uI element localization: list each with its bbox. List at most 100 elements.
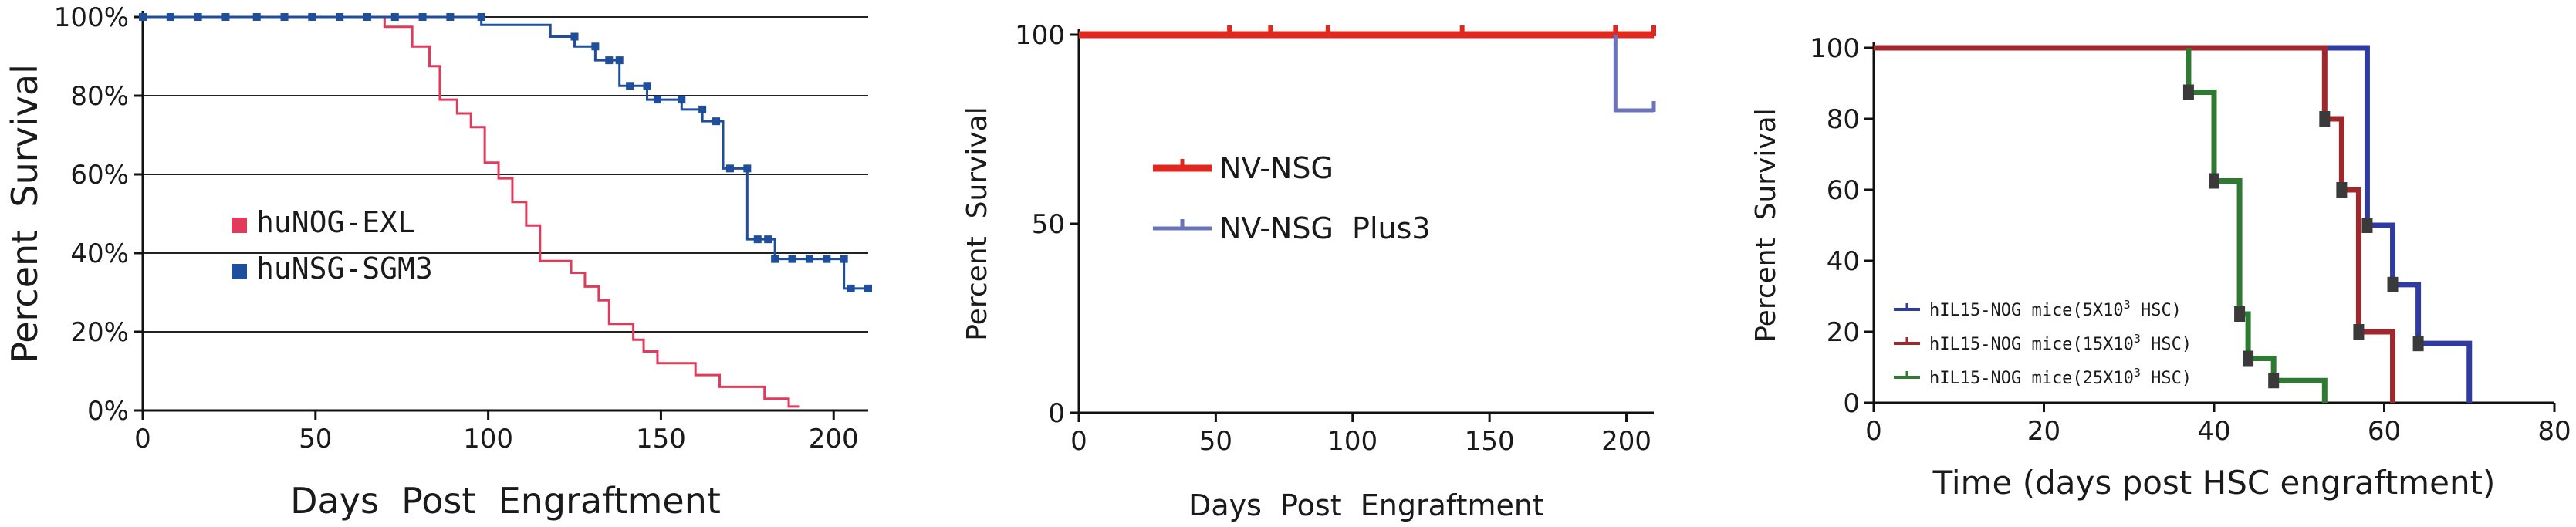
series-marker-2 <box>753 235 762 244</box>
series-marker-2 <box>166 13 174 21</box>
series-marker-2 <box>446 13 455 21</box>
step-marker-1 <box>2412 336 2424 352</box>
series-marker-2 <box>626 82 634 90</box>
y-tick-label: 40 <box>1827 246 1860 277</box>
x-tick-label: 0 <box>1865 416 1882 447</box>
series-marker-2 <box>477 13 485 21</box>
legend-label-main: hIL15-NOG mice(15X10 <box>1929 335 2134 354</box>
legend-label: NV-NSG Plus3 <box>1219 211 1431 245</box>
series-marker-2 <box>771 255 779 263</box>
series-marker-2 <box>252 13 261 21</box>
legend-swatch <box>232 218 247 233</box>
legend-label-superscript: 3 <box>2124 298 2131 312</box>
y-axis-label: Percent Survival <box>962 106 993 341</box>
x-axis-label: Time (days post HSC engraftment) <box>1932 464 2496 502</box>
series-marker-2 <box>280 13 289 21</box>
y-tick-label: 100% <box>54 2 129 33</box>
y-tick-label: 50 <box>1032 209 1065 240</box>
y-tick-label: 0% <box>87 396 129 427</box>
y-tick-label: 40% <box>70 238 129 269</box>
step-marker-3 <box>2268 373 2280 389</box>
legend-label-suffix: HSC) <box>2131 301 2182 320</box>
y-axis-label: Percent Survival <box>4 64 46 363</box>
legend-label: hIL15-NOG mice(15X103 HSC) <box>1929 332 2192 354</box>
series-marker-2 <box>678 96 686 104</box>
step-marker-1 <box>2361 218 2373 233</box>
x-tick-label: 20 <box>2027 416 2060 447</box>
x-tick-label: 60 <box>2368 416 2401 447</box>
y-tick-label: 0 <box>1048 398 1065 429</box>
x-tick-label: 80 <box>2537 416 2571 447</box>
x-tick-label: 100 <box>463 424 513 454</box>
series-marker-2 <box>805 255 813 263</box>
series-marker-2 <box>847 284 855 292</box>
y-axis-label: Percent Survival <box>1750 108 1782 343</box>
legend-label-main: hIL15-NOG mice(5X10 <box>1929 301 2124 320</box>
series-marker-2 <box>336 13 344 21</box>
series-marker-2 <box>864 284 872 292</box>
x-tick-label: 0 <box>134 424 151 454</box>
legend-label: huNSG-SGM3 <box>256 252 433 285</box>
x-axis-label: Days Post Engraftment <box>290 480 721 522</box>
series-marker-2 <box>605 56 614 65</box>
y-tick-label: 20% <box>70 317 129 348</box>
step-marker-1 <box>2387 276 2399 292</box>
x-axis-label: Days Post Engraftment <box>1188 488 1544 522</box>
series-marker-2 <box>591 42 600 51</box>
series-line-3 <box>2186 48 2328 403</box>
x-tick-label: 200 <box>1601 426 1651 457</box>
series-marker-2 <box>823 255 831 263</box>
legend-label-suffix: HSC) <box>2141 369 2192 388</box>
series-line-1 <box>143 15 800 408</box>
step-marker-3 <box>2234 306 2246 322</box>
series-marker-2 <box>418 13 427 21</box>
y-tick-label: 100 <box>1015 20 1065 51</box>
x-tick-label: 0 <box>1070 426 1087 457</box>
series-marker-2 <box>643 82 651 90</box>
step-marker-2 <box>2319 111 2331 127</box>
legend-label: NV-NSG <box>1219 151 1334 185</box>
step-marker-3 <box>2209 173 2219 189</box>
series-marker-2 <box>653 96 661 104</box>
legend-label: hIL15-NOG mice(5X103 HSC) <box>1929 298 2182 320</box>
y-tick-label: 20 <box>1827 317 1860 348</box>
series-marker-2 <box>221 13 230 21</box>
legend-label-superscript: 3 <box>2134 332 2141 346</box>
series-marker-2 <box>743 164 752 173</box>
step-marker-3 <box>2243 350 2254 367</box>
x-tick-label: 100 <box>1327 426 1378 457</box>
series-marker-2 <box>698 105 707 113</box>
series-marker-2 <box>725 164 734 173</box>
y-tick-label: 60% <box>70 160 129 191</box>
chart-2: 0 50 100 150 200 0 50 100 Percent Survival Days P… <box>962 20 1656 522</box>
legend-label-main: hIL15-NOG mice(25X10 <box>1929 369 2134 388</box>
series-marker-2 <box>788 255 796 263</box>
series-marker-2 <box>615 56 624 65</box>
y-tick-label: 80 <box>1827 104 1860 135</box>
series-marker-2 <box>570 32 579 41</box>
series-marker-2 <box>712 117 721 126</box>
series-line-2 <box>143 15 868 290</box>
series-marker-2 <box>840 255 848 263</box>
series-marker-2 <box>390 13 399 21</box>
y-tick-label: 0 <box>1843 388 1860 419</box>
y-tick-label: 80% <box>70 81 129 112</box>
y-tick-label: 60 <box>1827 175 1860 206</box>
x-tick-label: 40 <box>2197 416 2230 447</box>
series-marker-2 <box>194 13 202 21</box>
legend-label-superscript: 3 <box>2134 366 2141 380</box>
legend-label-suffix: HSC) <box>2141 335 2192 354</box>
y-tick-label: 100 <box>1810 33 1860 64</box>
x-tick-label: 150 <box>636 424 686 454</box>
series-marker-2 <box>764 235 772 244</box>
chart-1: 0 50 100 150 200 0% 20% 40% 60% 80% 100% Percent Su… <box>4 2 872 522</box>
x-tick-label: 50 <box>299 424 332 454</box>
step-marker-2 <box>2353 324 2365 340</box>
step-marker-2 <box>2336 182 2348 198</box>
legend-label: hIL15-NOG mice(25X103 HSC) <box>1929 366 2192 388</box>
legend-label: huNOG-EXL <box>256 205 415 239</box>
series-line-2 <box>1613 35 1654 113</box>
step-marker-3 <box>2182 84 2194 100</box>
x-tick-label: 200 <box>809 424 859 454</box>
